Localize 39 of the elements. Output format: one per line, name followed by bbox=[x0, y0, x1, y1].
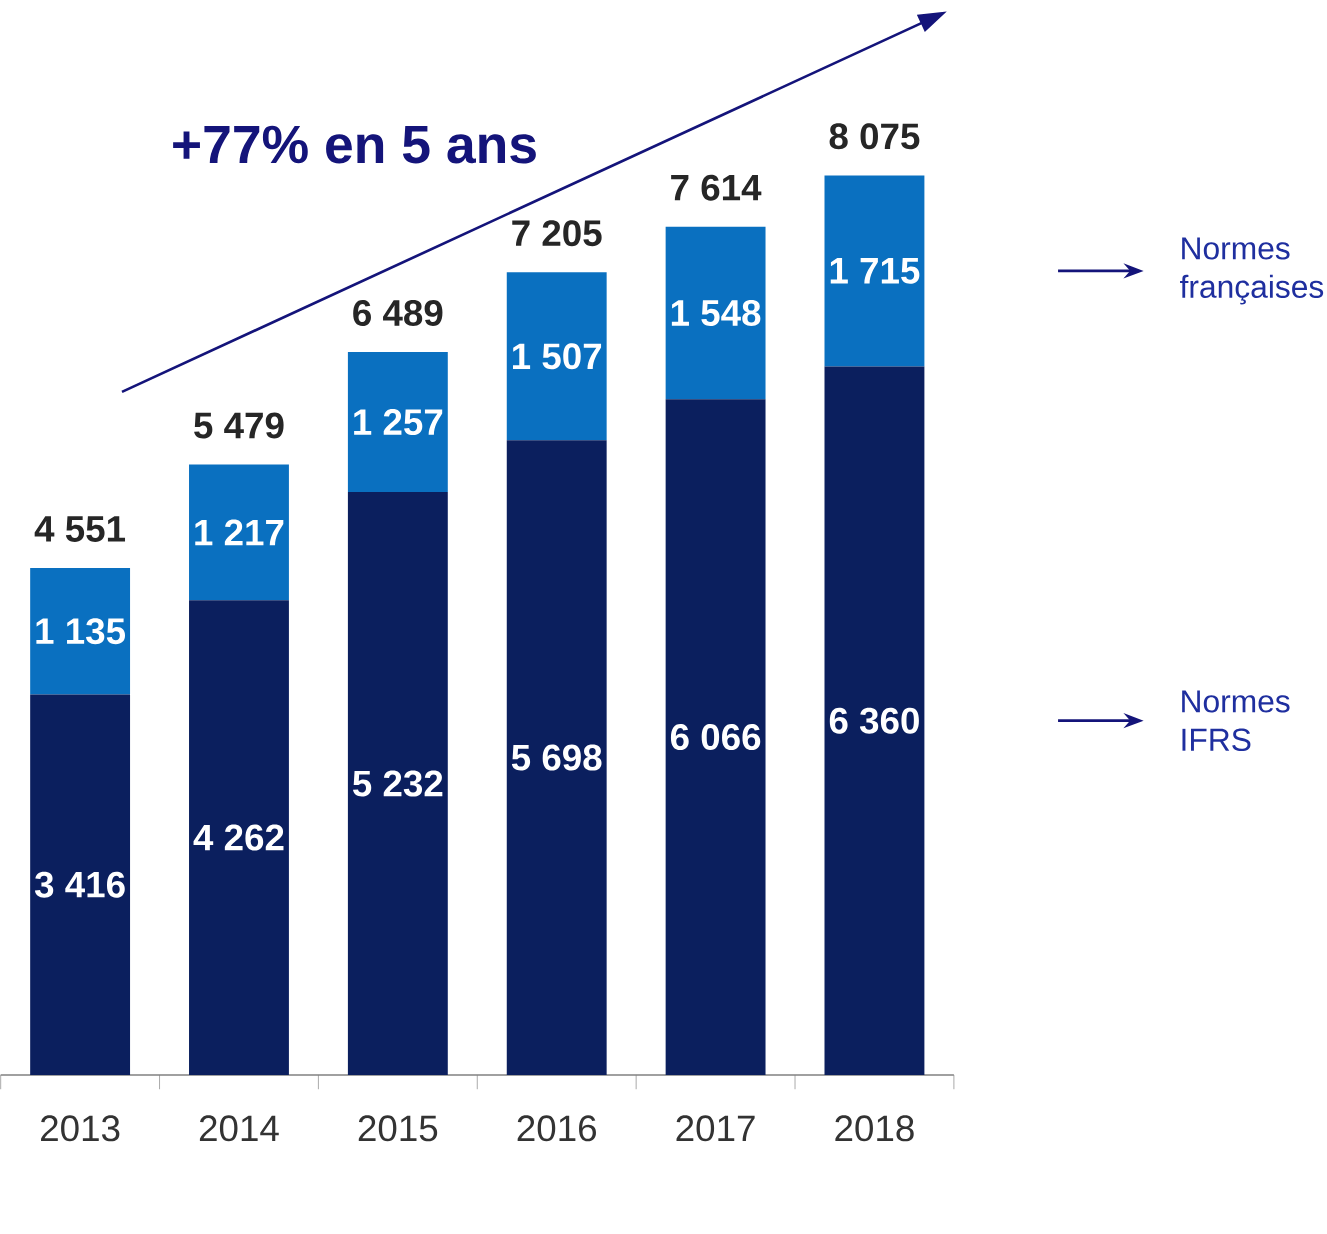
total-label: 7 205 bbox=[512, 220, 602, 247]
x-tick-label: 2017 bbox=[676, 1115, 755, 1142]
bar bbox=[189, 464, 289, 601]
data-label: 1 548 bbox=[671, 300, 761, 327]
text: +77% en 5 ans bbox=[173, 125, 536, 164]
total-label: 8 075 bbox=[829, 123, 920, 150]
data-label: 1 217 bbox=[195, 519, 284, 546]
bar bbox=[665, 399, 766, 1076]
bar bbox=[347, 492, 448, 1076]
data-label: 1 257 bbox=[354, 409, 443, 436]
bar bbox=[30, 694, 131, 1076]
data-label: 3 416 bbox=[34, 871, 125, 898]
total-label: 4 551 bbox=[34, 516, 126, 542]
x-tick-label: 2014 bbox=[199, 1115, 279, 1142]
data-label: 4 262 bbox=[193, 824, 284, 851]
x-tick-label: 2013 bbox=[41, 1115, 120, 1142]
data-label: 1 135 bbox=[36, 618, 126, 645]
data-label: 5 232 bbox=[352, 770, 443, 797]
bar bbox=[665, 226, 766, 400]
data-label: 6 066 bbox=[670, 724, 761, 751]
total-label: 5 479 bbox=[194, 412, 284, 439]
bar bbox=[506, 272, 607, 441]
data-label: 6 360 bbox=[829, 707, 919, 734]
bar bbox=[824, 366, 925, 1076]
data-label: 1 507 bbox=[513, 343, 602, 370]
bar bbox=[506, 440, 607, 1076]
data-label: 5 698 bbox=[511, 744, 602, 771]
x-tick-label: 2015 bbox=[358, 1115, 438, 1142]
total-label: 7 614 bbox=[671, 174, 762, 201]
x-tick-label: 2016 bbox=[517, 1115, 596, 1142]
text: Normes IFRS bbox=[1182, 690, 1290, 752]
total-label: 6 489 bbox=[353, 300, 443, 327]
text: Normes françaises bbox=[1180, 237, 1324, 305]
bar bbox=[30, 568, 131, 695]
bar bbox=[189, 600, 289, 1076]
data-label: 1 715 bbox=[830, 258, 920, 284]
x-tick-label: 2018 bbox=[835, 1115, 914, 1142]
bar bbox=[347, 352, 448, 493]
bar bbox=[824, 175, 925, 367]
